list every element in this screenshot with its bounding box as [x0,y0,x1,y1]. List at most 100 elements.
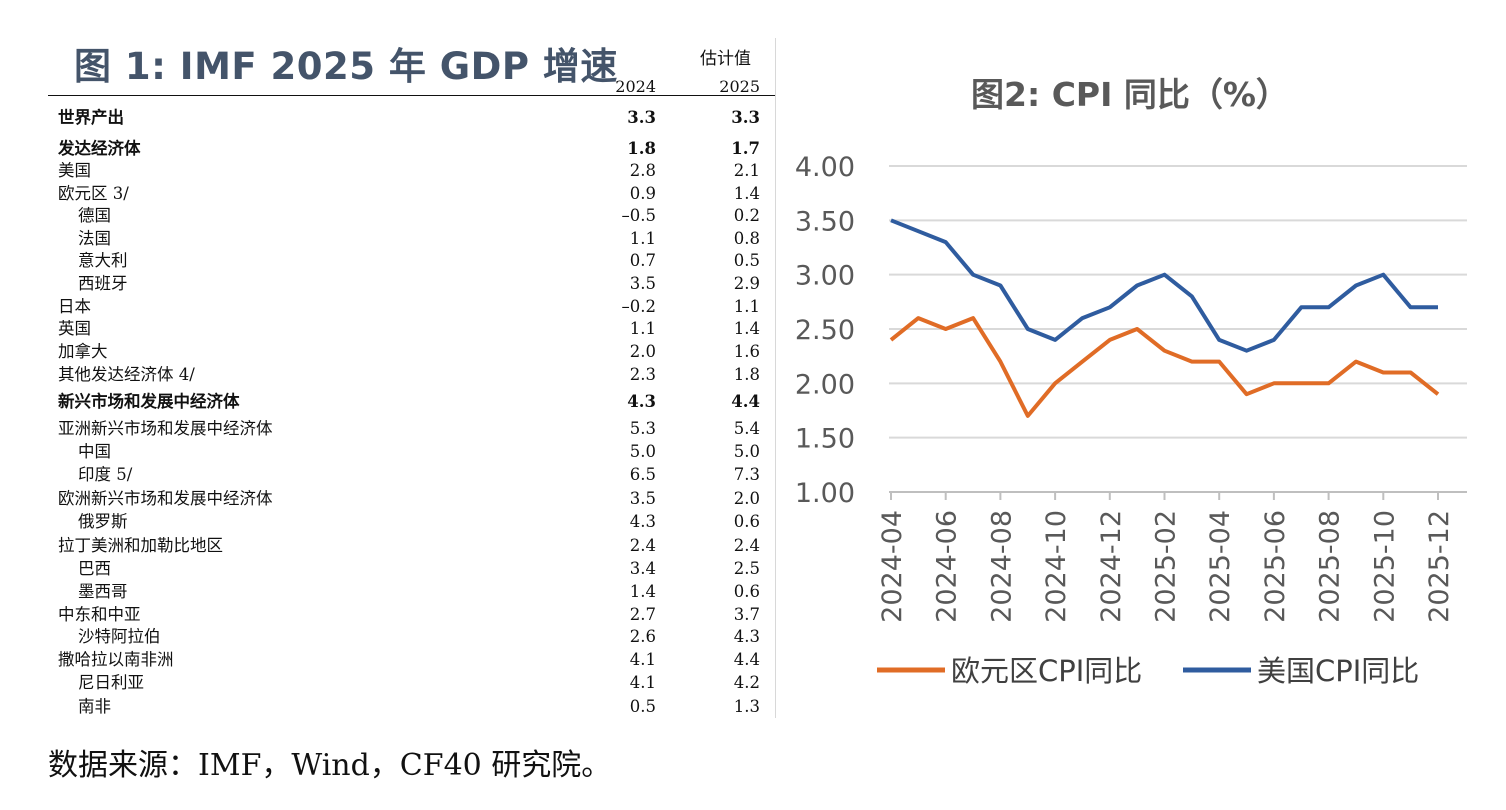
value-2025: 0.6 [733,512,760,531]
x-tick-label: 2025-06 [1260,510,1291,623]
y-tick-label: 3.50 [795,206,855,237]
value-2025: 7.3 [733,465,760,484]
table-row: 俄罗斯 4.3 0.6 [58,511,768,533]
row-label: 发达经济体 [58,139,141,158]
value-2025: 1.4 [733,184,760,203]
value-2024: 4.1 [629,650,656,669]
row-label: 日本 [58,297,91,316]
value-2024: 3.3 [627,108,656,127]
value-2025: 1.7 [731,139,760,158]
legend-label: 欧元区CPI同比 [951,654,1142,688]
row-label: 西班牙 [78,274,128,293]
table-row: 英国 1.1 1.4 [58,318,768,340]
value-2024: 1.8 [627,139,656,158]
value-2025: 4.3 [733,627,760,646]
table-row: 撒哈拉以南非洲 4.1 4.4 [58,649,768,671]
table-row: 加拿大 2.0 1.6 [58,341,768,363]
value-2024: 5.3 [629,419,656,438]
estimate-label: 估计值 [700,49,751,69]
value-2025: 5.0 [733,442,760,461]
series-line-0 [889,316,1440,418]
row-label: 亚洲新兴市场和发展中经济体 [58,419,273,438]
header-rule [48,95,776,96]
x-tick-label: 2025-12 [1424,510,1455,623]
row-label: 印度 5/ [78,465,133,484]
x-tick-label: 2024-06 [932,510,963,623]
value-2025: 1.1 [733,297,760,316]
value-2025: 2.9 [733,274,760,293]
row-label: 英国 [58,319,91,338]
y-tick-label: 2.50 [795,315,855,346]
row-label: 沙特阿拉伯 [78,627,161,646]
row-label: 世界产出 [58,108,124,127]
chart-title: 图2: CPI 同比（%） [971,75,1289,114]
value-2025: 2.5 [733,559,760,578]
value-2024: 6.5 [629,465,656,484]
value-2024: 1.1 [629,319,656,338]
table-row: 拉丁美洲和加勒比地区 2.4 2.4 [58,535,768,557]
row-label: 欧元区 3/ [58,184,129,203]
value-2024: 3.4 [629,559,656,578]
value-2025: 1.6 [733,342,760,361]
value-2025: 2.0 [733,489,760,508]
value-2024: 2.6 [629,627,656,646]
value-2025: 2.1 [733,161,760,180]
y-tick-label: 1.00 [795,478,855,509]
value-2024: 2.7 [629,605,656,624]
row-label: 新兴市场和发展中经济体 [58,392,240,411]
value-2024: 4.3 [629,512,656,531]
value-2024: 0.7 [629,251,656,270]
value-2025: 0.6 [733,582,760,601]
table-row: 西班牙 3.5 2.9 [58,273,768,295]
table-row: 德国 –0.5 0.2 [58,205,768,227]
table-row: 中国 5.0 5.0 [58,441,768,463]
y-tick-label: 4.00 [795,152,855,183]
y-tick-label: 2.00 [795,369,855,400]
x-tick-label: 2025-10 [1369,510,1400,623]
value-2024: 3.5 [629,489,656,508]
table-row: 世界产出 3.3 3.3 [58,107,768,129]
series-line-1 [890,218,1438,353]
value-2025: 0.5 [733,251,760,270]
value-2024: 0.9 [629,184,656,203]
value-2025: 3.7 [733,605,760,624]
row-label: 法国 [78,229,111,248]
value-2024: 2.0 [629,342,656,361]
panel-divider [775,38,776,718]
row-label: 中东和中亚 [58,605,141,624]
legend-label: 美国CPI同比 [1257,654,1419,688]
x-tick-label: 2024-04 [877,510,908,623]
value-2024: 2.3 [629,365,656,384]
value-2024: 5.0 [629,442,656,461]
row-label: 南非 [78,697,111,716]
value-2025: 0.2 [733,206,760,225]
value-2025: 5.4 [733,419,760,438]
table-row: 中东和中亚 2.7 3.7 [58,604,768,626]
row-label: 撒哈拉以南非洲 [58,650,174,669]
row-label: 巴西 [78,559,111,578]
row-label: 墨西哥 [78,582,128,601]
row-label: 加拿大 [58,342,108,361]
value-2024: 3.5 [629,274,656,293]
row-label: 意大利 [78,251,128,270]
x-tick-label: 2024-08 [986,510,1017,623]
value-2025: 2.4 [733,536,760,555]
x-tick-label: 2024-12 [1096,510,1127,623]
table-row: 意大利 0.7 0.5 [58,250,768,272]
table-row: 墨西哥 1.4 0.6 [58,581,768,603]
value-2024: 1.1 [629,229,656,248]
value-2024: 2.4 [629,536,656,555]
source-note: 数据来源：IMF，Wind，CF40 研究院。 [48,748,612,783]
table-row: 美国 2.8 2.1 [58,160,768,182]
row-label: 德国 [78,206,111,225]
row-label: 美国 [58,161,91,180]
value-2025: 4.4 [731,392,760,411]
value-2024: 2.8 [629,161,656,180]
row-label: 俄罗斯 [78,512,128,531]
table-row: 亚洲新兴市场和发展中经济体 5.3 5.4 [58,418,768,440]
table-row: 日本 –0.2 1.1 [58,296,768,318]
table-row: 法国 1.1 0.8 [58,228,768,250]
value-2024: 4.3 [627,392,656,411]
table-row: 新兴市场和发展中经济体 4.3 4.4 [58,391,768,413]
year-header-2025: 2025 [719,77,760,96]
